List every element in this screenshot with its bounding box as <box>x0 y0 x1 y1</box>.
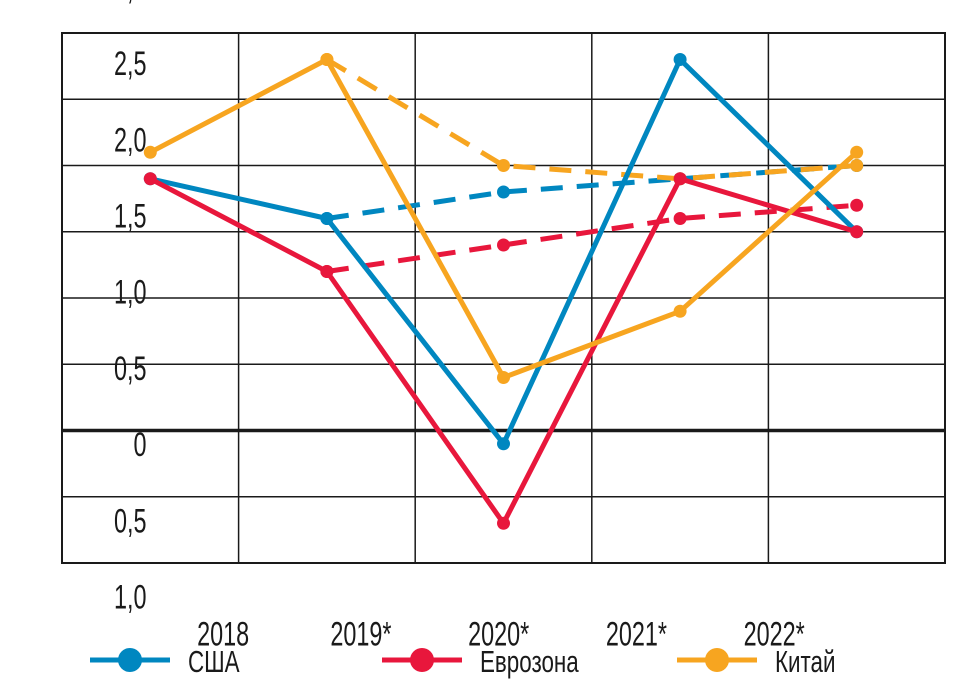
data-point <box>497 516 510 530</box>
series-group <box>143 53 864 530</box>
y-tick-label: 2,5 <box>114 45 147 84</box>
legend-label: Китай <box>775 645 835 679</box>
data-point <box>497 238 510 252</box>
data-point <box>320 53 334 66</box>
series-line <box>149 57 859 380</box>
data-point <box>497 159 510 172</box>
data-point <box>497 437 510 451</box>
data-point <box>143 172 157 186</box>
x-tick-label: 2022* <box>744 615 805 654</box>
y-tick-label: 3,0 <box>114 0 147 7</box>
data-point <box>673 172 687 186</box>
series-0 <box>143 53 864 451</box>
series-1 <box>143 172 864 530</box>
legend-label: Еврозона <box>480 645 579 679</box>
y-tick-label: 1,0 <box>114 273 147 312</box>
data-point <box>673 304 687 318</box>
data-point <box>673 53 687 66</box>
legend-label: США <box>188 645 240 679</box>
series-line <box>149 57 859 447</box>
legend-marker <box>118 648 142 672</box>
y-tick-label: 0,5 <box>114 350 147 389</box>
series-line <box>326 202 857 274</box>
x-tick-label: 2019* <box>330 615 391 654</box>
legend-item: США <box>90 645 240 679</box>
data-point <box>850 145 864 159</box>
legend: США Еврозона Китай <box>90 645 835 679</box>
data-point <box>143 145 157 159</box>
legend-item: Китай <box>677 645 835 679</box>
x-axis-ticks: 2018 2019* 2020* 2021* 2022* <box>197 615 805 654</box>
series-line <box>149 176 858 526</box>
legend-marker <box>705 648 729 672</box>
y-tick-label: 1,5 <box>114 197 147 236</box>
legend-item: Еврозона <box>382 645 579 679</box>
y-axis-ticks: 3,0 2,5 2,0 1,5 1,0 0,5 0 0,5 1,0 <box>114 0 147 617</box>
data-point <box>673 212 687 225</box>
data-point <box>497 185 510 199</box>
y-tick-label: 0 <box>133 426 146 465</box>
x-tick-label: 2018 <box>197 615 249 654</box>
legend-marker <box>410 648 434 672</box>
x-tick-label: 2020* <box>468 615 529 654</box>
data-point <box>320 212 334 225</box>
data-point <box>850 225 864 239</box>
y-tick-label: 1,0 <box>114 578 147 617</box>
data-point <box>850 198 864 212</box>
x-tick-label: 2021* <box>606 615 667 654</box>
series-line <box>325 57 857 182</box>
data-point <box>320 265 334 278</box>
y-tick-label: 2,0 <box>114 121 147 160</box>
y-tick-label: 0,5 <box>114 502 147 541</box>
data-point <box>850 159 864 172</box>
grid <box>61 32 946 564</box>
data-point <box>497 371 510 384</box>
series-2 <box>143 53 864 384</box>
